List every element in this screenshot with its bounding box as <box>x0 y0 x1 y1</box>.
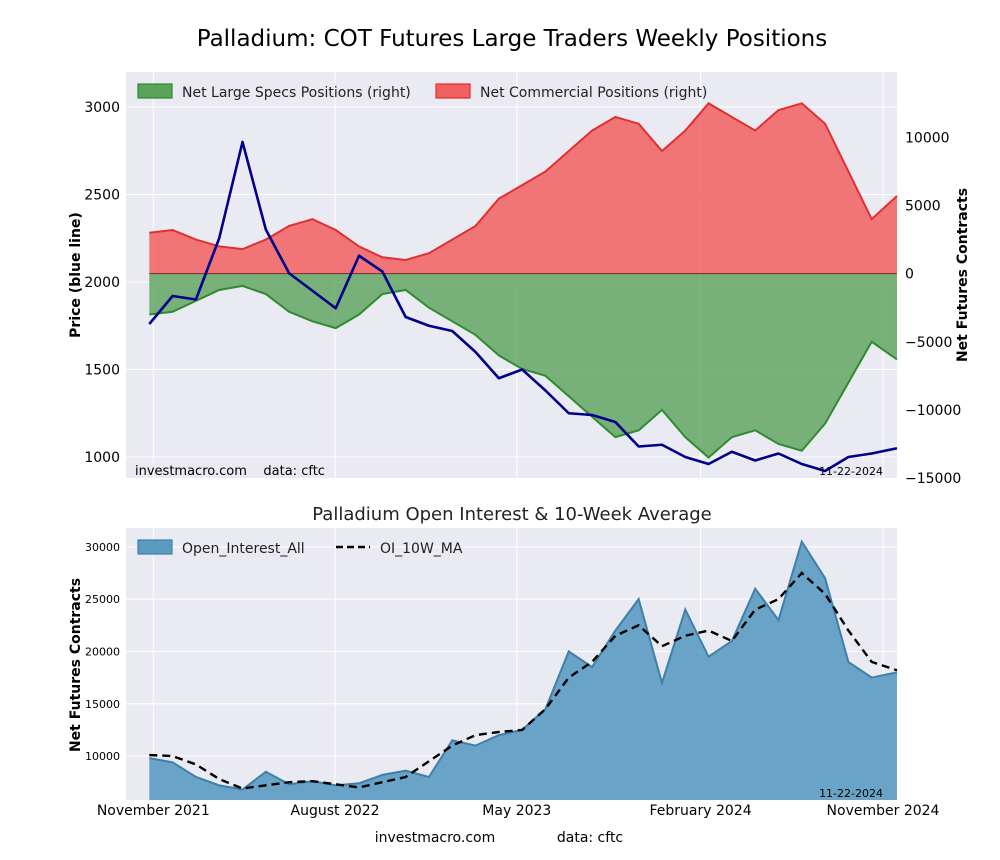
positions-legend: Net Large Specs Positions (right) Net Co… <box>137 83 707 101</box>
contracts-tick-label: −15000 <box>905 471 961 487</box>
legend-swatch-specs <box>137 83 173 99</box>
date-tick-label: May 2023 <box>482 803 551 819</box>
price-tick-label: 2500 <box>84 188 120 204</box>
price-axis-label: Price (blue line) <box>68 212 84 338</box>
contracts-axis-ticks: −15000 −10000 −5000 0 5000 10000 <box>905 130 961 487</box>
date-tick-label: November 2024 <box>827 803 940 819</box>
open-interest-legend: Open_Interest_All OI_10W_MA <box>137 539 463 557</box>
price-tick-label: 1500 <box>84 363 120 379</box>
ma-10-week-line <box>149 571 898 790</box>
contracts-axis-label: Net Futures Contracts <box>955 188 971 362</box>
legend-label-open-interest: Open_Interest_All <box>182 541 305 557</box>
date-tick-label: November 2021 <box>97 803 210 819</box>
contracts-tick-label: 10000 <box>905 130 950 146</box>
positions-watermark: investmacro.com data: cftc <box>135 464 325 479</box>
positions-areas <box>149 102 898 459</box>
open-interest-tick-label: 30000 <box>85 541 120 554</box>
date-tick-label: February 2024 <box>650 803 752 819</box>
commercial-positions-line <box>149 102 898 262</box>
contracts-tick-label: −5000 <box>905 335 952 351</box>
price-axis-ticks: 1000 1500 2000 2500 3000 <box>84 100 120 466</box>
open-interest-chart: Palladium Open Interest & 10-Week Averag… <box>68 504 940 819</box>
open-interest-axis-ticks: 10000 15000 20000 25000 30000 <box>85 541 120 763</box>
open-interest-axis-label: Net Futures Contracts <box>68 578 84 752</box>
open-interest-tick-label: 15000 <box>85 698 120 711</box>
legend-label-ma: OI_10W_MA <box>380 541 463 557</box>
contracts-tick-label: 0 <box>905 267 914 283</box>
positions-date-label: 11-22-2024 <box>819 465 883 478</box>
date-axis-ticks: November 2021 August 2022 May 2023 February… <box>97 803 940 819</box>
legend-label-commercial: Net Commercial Positions (right) <box>480 85 707 101</box>
open-interest-area-group <box>149 539 898 800</box>
positions-chart: 1000 1500 2000 2500 3000 −15000 −10000 −5000 0 5… <box>68 72 971 487</box>
price-tick-label: 3000 <box>84 100 120 116</box>
legend-swatch-open-interest <box>137 539 173 555</box>
price-tick-label: 1000 <box>84 450 120 466</box>
open-interest-tick-label: 25000 <box>85 593 120 606</box>
price-line <box>148 140 898 473</box>
price-line-group <box>148 140 898 473</box>
legend-swatch-commercial <box>435 83 471 99</box>
open-interest-date-label: 11-22-2024 <box>819 787 883 800</box>
figure-title: Palladium: COT Futures Large Traders Wee… <box>197 26 828 52</box>
open-interest-tick-label: 20000 <box>85 645 120 658</box>
open-interest-area <box>149 541 898 800</box>
open-interest-tick-label: 10000 <box>85 750 120 763</box>
contracts-tick-label: −10000 <box>905 403 961 419</box>
contracts-tick-label: 5000 <box>905 199 941 215</box>
open-interest-title: Palladium Open Interest & 10-Week Averag… <box>312 504 711 525</box>
price-tick-label: 2000 <box>84 275 120 291</box>
legend-label-specs: Net Large Specs Positions (right) <box>182 85 411 101</box>
date-tick-label: August 2022 <box>291 803 380 819</box>
footer-source-site: investmacro.com <box>375 830 495 846</box>
footer-data-source: data: cftc <box>557 830 623 846</box>
large-specs-positions-area <box>149 273 898 458</box>
